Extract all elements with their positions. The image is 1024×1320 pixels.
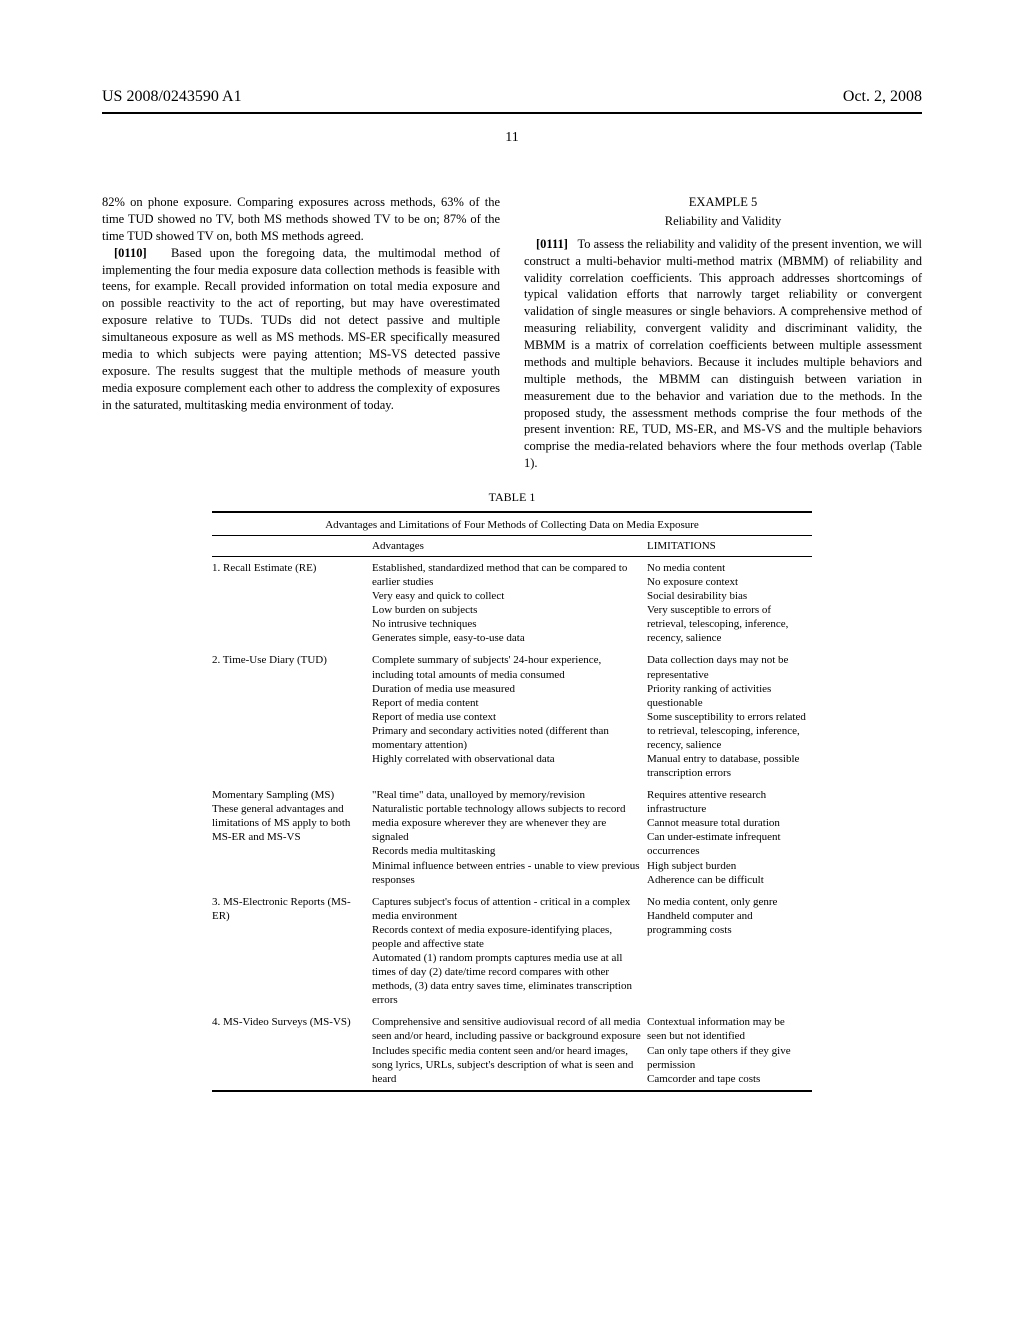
table-container: TABLE 1 Advantages and Limitations of Fo… bbox=[212, 490, 812, 1092]
cell-advantages: Complete summary of subjects' 24-hour ex… bbox=[372, 649, 647, 784]
table-bottom-rule bbox=[212, 1090, 812, 1092]
page-number: 11 bbox=[102, 130, 922, 146]
cell-method: 3. MS-Electronic Reports (MS-ER) bbox=[212, 891, 372, 1012]
paragraph-number: [0110] bbox=[114, 246, 147, 260]
two-column-body: 82% on phone exposure. Comparing exposur… bbox=[102, 194, 922, 472]
table-header-row: Advantages LIMITATIONS bbox=[212, 536, 812, 557]
table-row: 4. MS-Video Surveys (MS-VS)Comprehensive… bbox=[212, 1011, 812, 1089]
cell-method: 1. Recall Estimate (RE) bbox=[212, 557, 372, 650]
cell-method: 4. MS-Video Surveys (MS-VS) bbox=[212, 1011, 372, 1089]
cell-limitations: No media content, only genreHandheld com… bbox=[647, 891, 812, 1012]
header-method bbox=[212, 536, 372, 557]
publication-date: Oct. 2, 2008 bbox=[843, 88, 922, 106]
table-title: Advantages and Limitations of Four Metho… bbox=[212, 513, 812, 535]
body-paragraph: 82% on phone exposure. Comparing exposur… bbox=[102, 194, 500, 245]
cell-advantages: Comprehensive and sensitive audiovisual … bbox=[372, 1011, 647, 1089]
table-row: 3. MS-Electronic Reports (MS-ER)Captures… bbox=[212, 891, 812, 1012]
cell-method: 2. Time-Use Diary (TUD) bbox=[212, 649, 372, 784]
table-head: Advantages LIMITATIONS bbox=[212, 536, 812, 557]
left-column: 82% on phone exposure. Comparing exposur… bbox=[102, 194, 500, 472]
paragraph-text: Based upon the foregoing data, the multi… bbox=[102, 246, 500, 412]
table-row: 2. Time-Use Diary (TUD)Complete summary … bbox=[212, 649, 812, 784]
paragraph-text: To assess the reliability and validity o… bbox=[524, 237, 922, 470]
table-row: Momentary Sampling (MS)These general adv… bbox=[212, 784, 812, 891]
cell-limitations: Contextual information may be seen but n… bbox=[647, 1011, 812, 1089]
header-limitations: LIMITATIONS bbox=[647, 536, 812, 557]
table-label: TABLE 1 bbox=[212, 490, 812, 505]
patent-page: US 2008/0243590 A1 Oct. 2, 2008 11 82% o… bbox=[0, 0, 1024, 1152]
paragraph-number: [0111] bbox=[536, 237, 568, 251]
cell-advantages: "Real time" data, unalloyed by memory/re… bbox=[372, 784, 647, 891]
header-divider bbox=[102, 112, 922, 114]
cell-advantages: Established, standardized method that ca… bbox=[372, 557, 647, 650]
cell-limitations: Requires attentive research infrastructu… bbox=[647, 784, 812, 891]
body-paragraph: [0110] Based upon the foregoing data, th… bbox=[102, 245, 500, 414]
right-column: EXAMPLE 5 Reliability and Validity [0111… bbox=[524, 194, 922, 472]
table-row: 1. Recall Estimate (RE)Established, stan… bbox=[212, 557, 812, 650]
example-title: Reliability and Validity bbox=[524, 213, 922, 230]
header-advantages: Advantages bbox=[372, 536, 647, 557]
body-paragraph: [0111] To assess the reliability and val… bbox=[524, 236, 922, 472]
cell-limitations: No media contentNo exposure contextSocia… bbox=[647, 557, 812, 650]
data-table: Advantages LIMITATIONS 1. Recall Estimat… bbox=[212, 536, 812, 1090]
page-header: US 2008/0243590 A1 Oct. 2, 2008 bbox=[102, 88, 922, 106]
cell-limitations: Data collection days may not be represen… bbox=[647, 649, 812, 784]
publication-number: US 2008/0243590 A1 bbox=[102, 88, 242, 106]
cell-advantages: Captures subject's focus of attention - … bbox=[372, 891, 647, 1012]
table-body: 1. Recall Estimate (RE)Established, stan… bbox=[212, 557, 812, 1090]
example-label: EXAMPLE 5 bbox=[524, 194, 922, 211]
cell-method: Momentary Sampling (MS)These general adv… bbox=[212, 784, 372, 891]
